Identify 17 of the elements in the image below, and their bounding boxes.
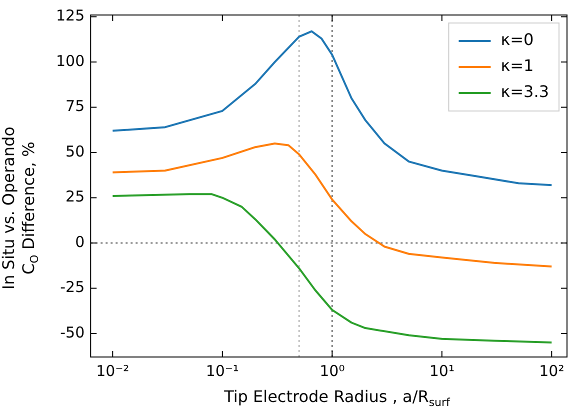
y-tick-label: 50	[66, 142, 85, 160]
legend-label: κ=0	[500, 30, 534, 50]
x-axis-title: Tip Electrode Radius , a/R$_{surf}$	[223, 386, 452, 409]
y-tick-label: 100	[56, 52, 85, 70]
legend-label: κ=3.3	[500, 82, 549, 102]
x-tick-label: 10⁻²	[96, 362, 130, 380]
x-tick-label: 10²	[539, 362, 564, 380]
legend-label: κ=1	[500, 56, 534, 76]
x-tick-label: 10⁰	[320, 362, 345, 380]
y-tick-label: 0	[75, 232, 85, 251]
y-tick-label: 75	[66, 97, 85, 116]
y-tick-label: -50	[60, 323, 85, 342]
x-tick-label: 10¹	[429, 362, 454, 380]
y-tick-label: 25	[66, 188, 85, 206]
x-tick-label: 10⁻¹	[206, 362, 239, 380]
y-tick-label: 125	[56, 6, 85, 25]
y-tick-label: -25	[60, 278, 85, 296]
